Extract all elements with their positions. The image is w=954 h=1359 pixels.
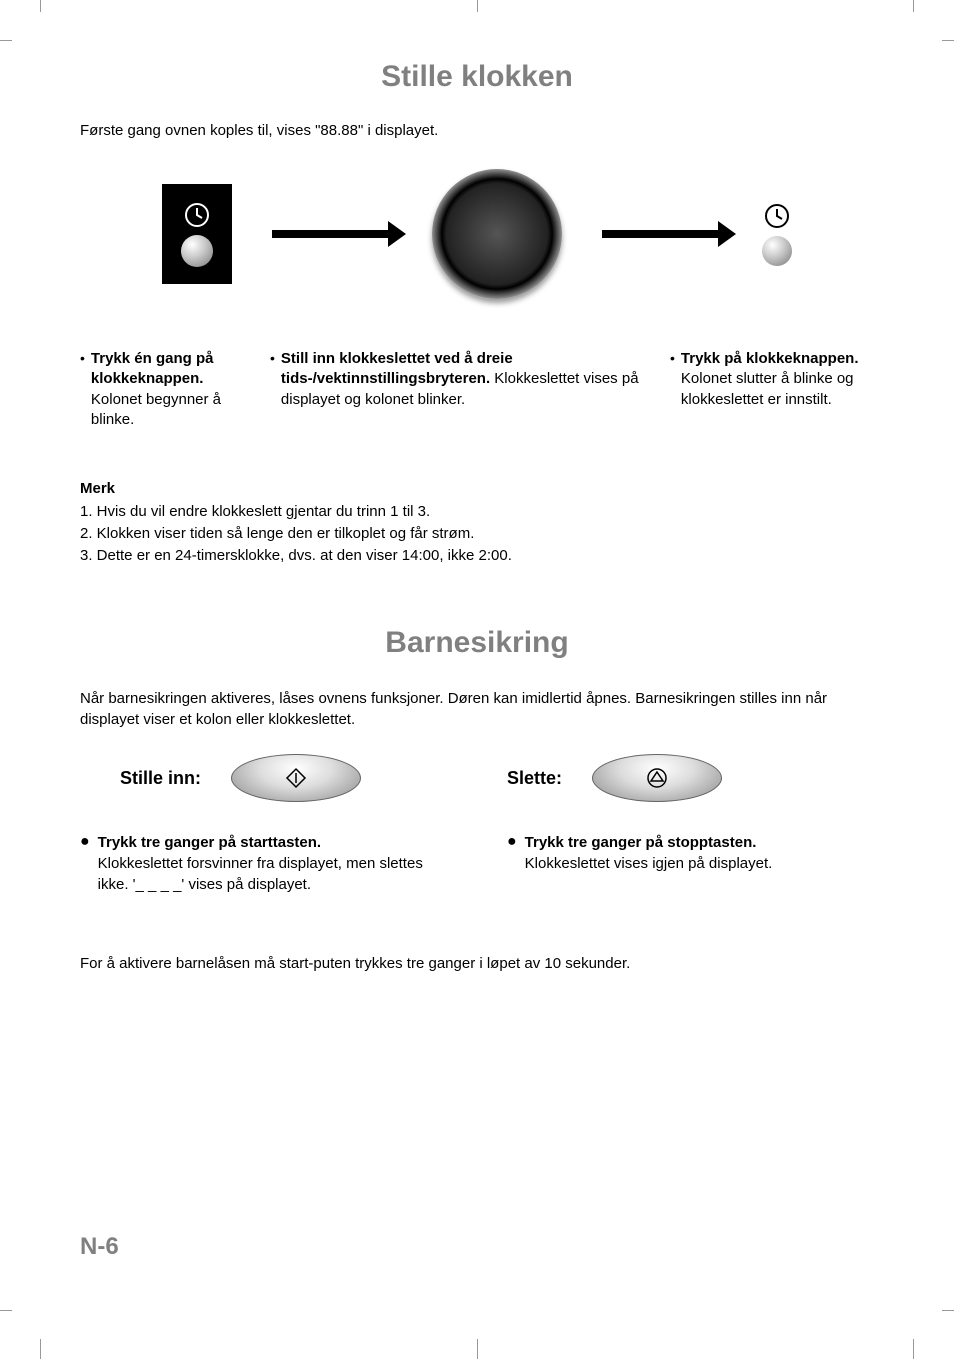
clock-icon: [183, 201, 211, 229]
set-plain: Klokkeslettet forsvinner fra displayet, …: [98, 855, 423, 893]
set-bold: Trykk tre ganger på starttasten.: [98, 834, 321, 851]
button-circle: [181, 235, 213, 267]
step-3-bold: Trykk på klokkeknappen.: [681, 350, 859, 367]
childlock-buttons-row: Stille inn: Slette:: [80, 754, 874, 802]
clear-label: Slette:: [507, 768, 562, 789]
bullet-icon: •: [670, 349, 675, 430]
clock-button-panel-2: [762, 202, 792, 266]
bullet-icon: •: [270, 349, 275, 430]
section2-title: Barnesikring: [80, 626, 874, 660]
section2-intro: Når barnesikringen aktiveres, låses ovne…: [80, 688, 874, 730]
clear-column: Slette:: [507, 754, 834, 802]
page-number: N-6: [80, 1233, 119, 1261]
start-button-graphic: [231, 754, 361, 802]
step-2-bold: Still inn klokkeslettet ved å dreie tids…: [281, 350, 513, 387]
clear-plain: Klokkeslettet vises igjen på displayet.: [525, 855, 773, 872]
arrow-icon: [602, 230, 722, 238]
step-1-plain: Kolonet begynner å blinke.: [91, 391, 221, 428]
clock-button-panel-1: [162, 184, 232, 284]
bullet-icon: ●: [507, 832, 517, 895]
childlock-footer: For å aktivere barnelåsen må start-puten…: [80, 955, 874, 972]
childlock-instructions: ● Trykk tre ganger på starttasten. Klokk…: [80, 832, 874, 895]
set-column: Stille inn:: [120, 754, 447, 802]
note-line-2: 2. Klokken viser tiden så lenge den er t…: [80, 523, 874, 545]
note-heading: Merk: [80, 480, 874, 497]
step-3: • Trykk på klokkeknappen. Kolonet slutte…: [670, 349, 874, 430]
steps-text-row: • Trykk én gang på klokkeknappen. Kolone…: [80, 349, 874, 430]
clear-bold: Trykk tre ganger på stopptasten.: [525, 834, 757, 851]
dial-knob: [432, 169, 562, 299]
start-diamond-icon: [285, 767, 307, 789]
bullet-icon: ●: [80, 832, 90, 895]
stop-button-graphic: [592, 754, 722, 802]
note-line-3: 3. Dette er en 24-timersklokke, dvs. at …: [80, 545, 874, 567]
step-3-plain: Kolonet slutter å blinke og klokkeslette…: [681, 370, 854, 407]
set-label: Stille inn:: [120, 768, 201, 789]
bullet-icon: •: [80, 349, 85, 430]
section1-intro: Første gang ovnen koples til, vises "88.…: [80, 122, 874, 139]
step-1-bold: Trykk én gang på klokkeknappen.: [91, 350, 214, 387]
set-instruction: ● Trykk tre ganger på starttasten. Klokk…: [80, 832, 447, 895]
clock-icon: [763, 202, 791, 230]
clear-instruction: ● Trykk tre ganger på stopptasten. Klokk…: [507, 832, 874, 895]
button-circle: [762, 236, 792, 266]
step-1: • Trykk én gang på klokkeknappen. Kolone…: [80, 349, 240, 430]
note-block: Merk 1. Hvis du vil endre klokkeslett gj…: [80, 480, 874, 566]
note-line-1: 1. Hvis du vil endre klokkeslett gjentar…: [80, 501, 874, 523]
section1-title: Stille klokken: [80, 60, 874, 94]
arrow-icon: [272, 230, 392, 238]
steps-image-row: [80, 169, 874, 299]
step-2: • Still inn klokkeslettet ved å dreie ti…: [270, 349, 640, 430]
stop-icon: [645, 766, 669, 790]
